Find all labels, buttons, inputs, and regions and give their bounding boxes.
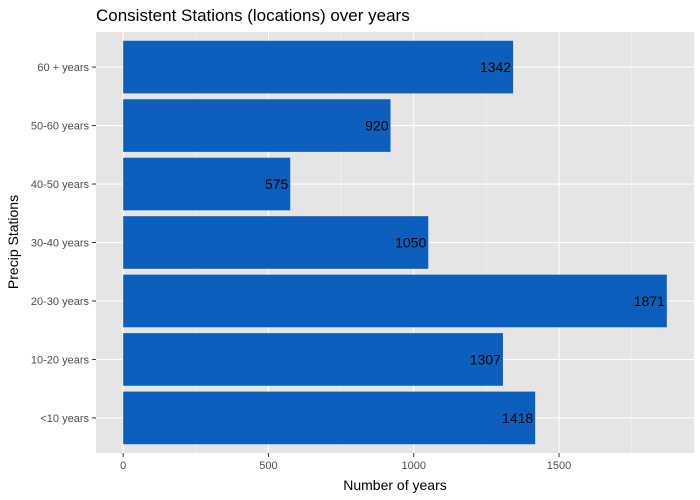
- chart-title: Consistent Stations (locations) over yea…: [96, 6, 410, 25]
- x-tick-label: 1000: [401, 460, 425, 472]
- y-tick-label: 50-60 years: [31, 121, 90, 133]
- x-tick-label: 0: [120, 460, 126, 472]
- data-label: 1342: [480, 59, 511, 75]
- y-tick-label: 40-50 years: [31, 179, 90, 191]
- bar: [123, 40, 514, 94]
- y-axis-ticks: <10 years 10-20 years 20-30 years 30-40 yea…: [31, 62, 96, 425]
- data-label: 1418: [502, 410, 533, 426]
- data-label: 1307: [470, 351, 501, 367]
- y-tick-label: 10-20 years: [31, 354, 90, 366]
- y-tick-label: 30-40 years: [31, 238, 90, 250]
- data-label: 575: [265, 176, 289, 192]
- x-axis-ticks: 0 500 1000 1500: [120, 453, 571, 472]
- bar: [123, 391, 536, 445]
- bar: [123, 99, 391, 152]
- y-tick-label: <10 years: [40, 413, 89, 425]
- bar: [123, 216, 429, 269]
- bar: [123, 157, 291, 211]
- x-tick-label: 500: [259, 460, 277, 472]
- data-label: 1050: [395, 235, 426, 251]
- y-tick-label: 60 + years: [37, 62, 89, 74]
- x-tick-label: 1500: [547, 460, 571, 472]
- data-label: 920: [365, 118, 389, 134]
- bar: [123, 333, 503, 386]
- data-labels: 1418 1307 1871 1050 575 920 1342: [265, 59, 665, 426]
- bars: [123, 40, 667, 445]
- bar: [123, 274, 667, 328]
- x-axis-title: Number of years: [343, 477, 446, 493]
- y-axis-title: Precip Stations: [5, 195, 21, 289]
- y-tick-label: 20-30 years: [31, 296, 90, 308]
- data-label: 1871: [634, 293, 665, 309]
